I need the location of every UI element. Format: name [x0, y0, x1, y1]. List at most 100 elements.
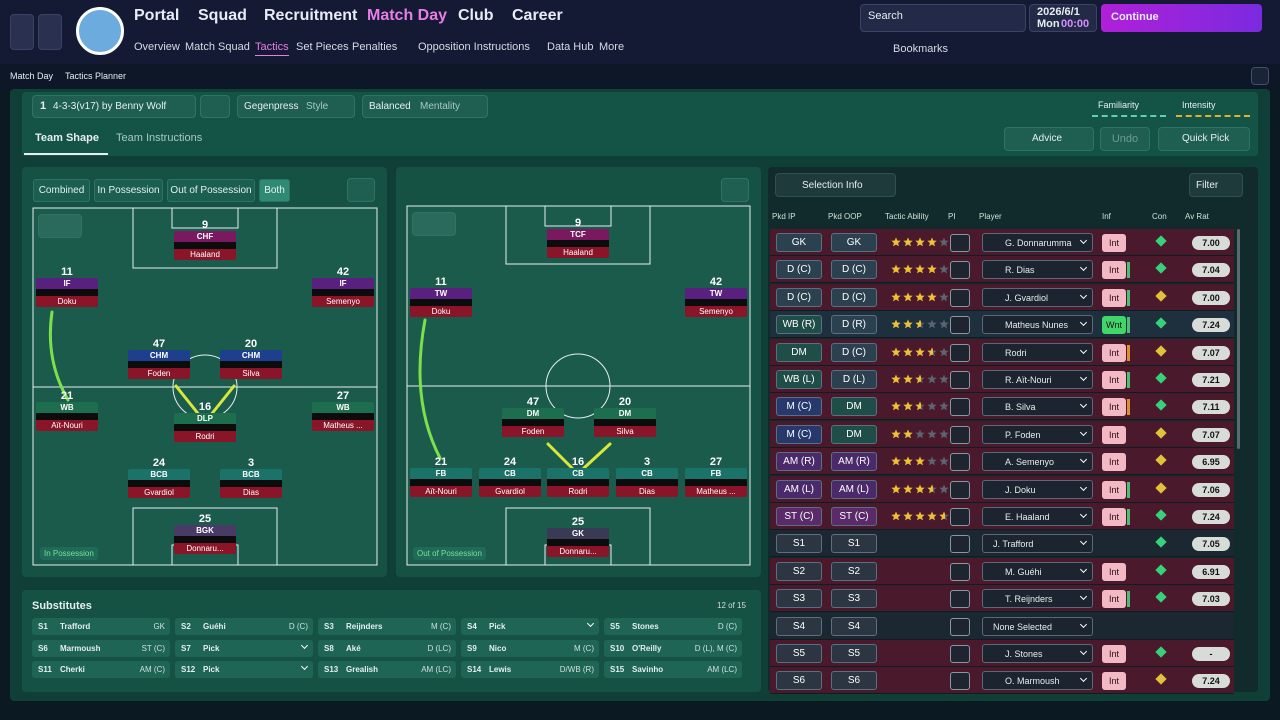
menu-item[interactable]: Squad: [198, 7, 247, 24]
submenu-item[interactable]: Set Pieces: [296, 41, 349, 53]
menu-item[interactable]: Career: [512, 7, 563, 24]
player-select[interactable]: R. Aït-Nouri: [982, 370, 1093, 389]
column-header[interactable]: Con: [1152, 212, 1167, 221]
picked-oop[interactable]: D (C): [831, 287, 877, 307]
pi-button[interactable]: [950, 480, 970, 499]
picked-ip[interactable]: WB (R): [776, 315, 822, 335]
submenu-item[interactable]: Tactics: [255, 41, 289, 56]
picked-ip[interactable]: S2: [776, 561, 822, 581]
view-filter[interactable]: Out of Possession: [167, 179, 255, 202]
picked-ip[interactable]: D (C): [776, 287, 822, 307]
player-card[interactable]: 9 TCF Haaland: [547, 217, 609, 258]
picked-oop[interactable]: GK: [831, 233, 877, 252]
pi-button[interactable]: [950, 535, 970, 554]
pi-button[interactable]: [950, 617, 970, 636]
pitch-options[interactable]: [347, 178, 375, 202]
pi-button[interactable]: [950, 288, 970, 307]
picked-oop[interactable]: AM (R): [831, 452, 877, 472]
player-select[interactable]: O. Marmoush: [982, 671, 1093, 691]
column-header[interactable]: Pkd OOP: [828, 212, 862, 221]
player-card[interactable]: 47 CHM Foden: [128, 338, 190, 379]
pi-button[interactable]: [950, 343, 970, 362]
intensity-box[interactable]: [1176, 95, 1250, 117]
menu-item[interactable]: Recruitment: [264, 7, 358, 24]
view-filter[interactable]: Both: [259, 179, 290, 202]
tactic-select[interactable]: [32, 95, 196, 118]
continue-button[interactable]: [1101, 4, 1262, 32]
forward-button[interactable]: [38, 14, 62, 50]
pi-button[interactable]: [950, 316, 970, 335]
table-row[interactable]: M (C) DM P. Foden Int 7.07: [770, 420, 1234, 448]
player-select[interactable]: G. Donnarumma: [982, 233, 1093, 252]
table-row[interactable]: ST (C) ST (C) E. Haaland Int 7.24: [770, 503, 1234, 530]
picked-ip[interactable]: M (C): [776, 397, 822, 417]
sub-slot[interactable]: S12 Pick: [175, 661, 313, 678]
selection-menu[interactable]: [775, 173, 896, 197]
player-card[interactable]: 42 IF Semenyo: [312, 266, 374, 307]
picked-ip[interactable]: S4: [776, 616, 822, 636]
player-select[interactable]: M. Guéhi: [982, 561, 1093, 581]
advice-button[interactable]: [1004, 127, 1094, 151]
sub-slot[interactable]: S15 Savinho AM (LC): [604, 661, 742, 678]
table-row[interactable]: S3 S3 T. Reijnders Int 7.03: [770, 585, 1234, 613]
mentality-select[interactable]: [362, 95, 488, 118]
pitch-options[interactable]: [721, 178, 749, 202]
pi-button[interactable]: [950, 508, 970, 526]
visibility-toggle[interactable]: [412, 212, 456, 236]
picked-oop[interactable]: S3: [831, 589, 877, 609]
club-logo[interactable]: [76, 7, 124, 55]
sub-slot[interactable]: S4 Pick: [461, 618, 599, 635]
familiarity-box[interactable]: [1092, 95, 1166, 117]
sub-slot[interactable]: S13 Grealish AM (LC): [318, 661, 456, 678]
player-select[interactable]: J. Stones: [982, 644, 1093, 663]
table-row[interactable]: D (C) D (C) R. Dias Int 7.04: [770, 256, 1234, 284]
column-header[interactable]: Inf: [1102, 212, 1111, 221]
picked-oop[interactable]: AM (L): [831, 479, 877, 499]
picked-oop[interactable]: S6: [831, 671, 877, 691]
back-button[interactable]: [10, 14, 34, 50]
sub-slot[interactable]: S11 Cherki AM (C): [32, 661, 170, 678]
picked-ip[interactable]: M (C): [776, 424, 822, 444]
player-select[interactable]: A. Semenyo: [982, 452, 1093, 472]
table-row[interactable]: S4 S4 None Selected: [770, 612, 1234, 640]
player-select[interactable]: Rodri: [982, 342, 1093, 362]
pi-button[interactable]: [950, 562, 970, 581]
picked-oop[interactable]: D (C): [831, 342, 877, 362]
date-box[interactable]: [1029, 4, 1097, 32]
player-select[interactable]: J. Gvardiol: [982, 287, 1093, 307]
sub-slot[interactable]: S6 Marmoush ST (C): [32, 639, 170, 657]
sub-slot[interactable]: S3 Reijnders M (C): [318, 618, 456, 635]
menu-item[interactable]: Portal: [134, 7, 180, 24]
pi-button[interactable]: [950, 425, 970, 444]
player-card[interactable]: 20 CHM Silva: [220, 338, 282, 379]
menu-item[interactable]: Match Day: [367, 7, 448, 24]
pi-button[interactable]: [950, 261, 970, 280]
filter-button[interactable]: [1189, 173, 1243, 197]
table-row[interactable]: D (C) D (C) J. Gvardiol Int 7.00: [770, 283, 1234, 311]
column-header[interactable]: PI: [948, 212, 956, 221]
player-card[interactable]: 3 BCB Dias: [220, 457, 282, 498]
submenu-item[interactable]: More: [599, 41, 625, 53]
player-select[interactable]: T. Reijnders: [982, 589, 1093, 609]
pi-button[interactable]: [950, 371, 970, 389]
player-select[interactable]: None Selected: [982, 616, 1093, 636]
submenu-item[interactable]: Data Hub: [547, 41, 594, 53]
picked-oop[interactable]: ST (C): [831, 507, 877, 526]
picked-oop[interactable]: S2: [831, 561, 877, 581]
player-select[interactable]: J. Doku: [982, 479, 1093, 499]
picked-ip[interactable]: S6: [776, 671, 822, 691]
picked-ip[interactable]: WB (L): [776, 370, 822, 389]
sub-slot[interactable]: S9 Nico M (C): [461, 639, 599, 657]
search-button[interactable]: Search: [868, 10, 903, 22]
pi-button[interactable]: [950, 453, 970, 472]
player-select[interactable]: B. Silva: [982, 397, 1093, 417]
table-row[interactable]: AM (L) AM (L) J. Doku Int 7.06: [770, 475, 1234, 503]
table-row[interactable]: M (C) DM B. Silva Int 7.11: [770, 393, 1234, 421]
player-select[interactable]: J. Trafford: [982, 534, 1093, 554]
picked-oop[interactable]: DM: [831, 424, 877, 444]
column-header[interactable]: Player: [979, 212, 1002, 221]
player-card[interactable]: 16 CB Rodri: [547, 456, 609, 497]
picked-ip[interactable]: D (C): [776, 260, 822, 280]
player-card[interactable]: 27 WB Matheus ...: [312, 390, 374, 431]
pi-button[interactable]: [950, 590, 970, 609]
